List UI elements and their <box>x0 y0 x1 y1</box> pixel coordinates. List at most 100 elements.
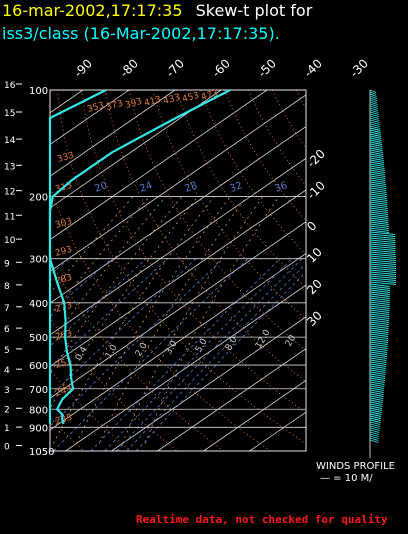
wind-barb <box>369 307 390 311</box>
height-tick-label: 3 <box>4 386 10 396</box>
dry-adiabat <box>271 90 306 150</box>
wind-barb <box>369 387 384 391</box>
wind-barb <box>369 279 397 283</box>
wind-barb <box>369 339 388 343</box>
wind-barb <box>369 197 388 201</box>
wind-barb <box>369 163 385 167</box>
wind-profile-layer <box>369 89 397 458</box>
isotherm-line <box>157 348 306 451</box>
wind-barb <box>369 175 386 179</box>
wind-barb <box>369 217 389 221</box>
dry-adiabat <box>152 90 306 320</box>
isotherm-line <box>50 90 222 209</box>
temperature-tick-label: -90 <box>71 56 95 80</box>
wind-barb <box>369 137 382 141</box>
right-temperature-tick-label: 20 <box>304 277 325 298</box>
height-tick-label: 2 <box>4 405 10 415</box>
temperature-tick-label: -30 <box>347 56 371 80</box>
wind-barb <box>369 299 390 303</box>
wind-barb <box>369 289 390 293</box>
wind-barb <box>369 171 386 175</box>
wind-barb <box>369 91 377 95</box>
wind-barb <box>369 157 384 161</box>
wind-barb <box>369 437 379 441</box>
wind-barb <box>369 145 383 149</box>
wind-barb <box>369 107 379 111</box>
wind-barb <box>369 335 389 339</box>
profiles-layer <box>48 89 231 425</box>
wind-barb <box>369 277 397 281</box>
wind-barb <box>369 329 389 333</box>
wind-barb <box>369 395 384 399</box>
wind-barb <box>369 311 390 315</box>
dry-adiabat-label: 303 <box>54 217 73 231</box>
wind-barb <box>369 323 389 327</box>
pressure-tick-label: 900 <box>29 423 48 434</box>
wind-barb <box>369 397 383 401</box>
wind-barb <box>369 315 390 319</box>
wind-barb <box>369 431 380 435</box>
mixing-ratio-line <box>90 258 281 451</box>
wind-barb <box>369 93 377 97</box>
wind-barb <box>369 351 388 355</box>
height-tick-label: 14 <box>4 136 16 146</box>
mixing-ratio-label: 20 <box>93 180 109 195</box>
wind-barb <box>369 201 388 205</box>
wind-barb <box>369 355 387 359</box>
height-tick-label: 5 <box>4 346 10 356</box>
wind-barb <box>369 421 381 425</box>
station-line: iss3/class (16-Mar-2002,17:17:35). <box>2 24 280 43</box>
winds-scale-label: — = 10 M/ <box>320 473 373 484</box>
wind-barb <box>369 261 396 265</box>
wind-barb <box>369 233 396 237</box>
isotherm-line <box>50 157 306 336</box>
wind-barb <box>369 433 380 437</box>
wind-barb <box>369 379 385 383</box>
wind-barb <box>369 191 387 195</box>
wind-barb <box>369 155 384 159</box>
wind-barb <box>369 303 390 307</box>
wind-barb <box>369 131 382 135</box>
dry-adiabat <box>57 90 306 445</box>
wind-barb <box>369 253 396 257</box>
mixing-ratio-line <box>116 258 303 451</box>
right-temperature-tick-label: 0 <box>304 219 319 234</box>
wind-barb <box>369 297 390 301</box>
wind-barb <box>369 349 388 353</box>
moist-adiabat <box>50 196 134 294</box>
wind-barb <box>369 361 387 365</box>
wind-barb <box>369 319 390 323</box>
title-suffix: Skew-t plot for <box>195 1 313 20</box>
lower-mixing-ratio-label: 0.4 <box>74 345 90 363</box>
dry-adiabat-label: 293 <box>54 245 73 259</box>
wind-barb <box>369 419 381 423</box>
dry-adiabat-label: 413 <box>143 95 162 109</box>
wind-barb <box>369 161 385 165</box>
wind-barb <box>369 257 396 261</box>
wind-barb <box>369 317 390 321</box>
wind-barb <box>369 219 389 223</box>
wind-barb <box>369 377 385 381</box>
pressure-tick-label: 100 <box>29 86 48 97</box>
wind-barb <box>369 105 379 109</box>
height-tick-label: 16 <box>4 81 16 91</box>
wind-barb <box>369 243 396 247</box>
wind-barb <box>369 415 382 419</box>
pressure-tick-label: 200 <box>29 192 48 203</box>
moist-adiabat <box>53 196 215 444</box>
moist-adiabat <box>50 196 199 410</box>
wind-barb <box>369 285 390 289</box>
dry-adiabat-label: 233 <box>54 413 73 427</box>
isotherm-line <box>50 90 268 241</box>
wind-barb <box>369 181 386 185</box>
mixing-ratio-line <box>50 258 224 427</box>
wind-barb <box>369 177 386 181</box>
wind-barb <box>369 327 389 331</box>
isotherm-line <box>203 379 306 451</box>
moist-adiabat <box>50 196 150 318</box>
wind-barb <box>369 235 396 239</box>
wind-barb <box>369 407 382 411</box>
wind-barb <box>369 399 383 403</box>
wind-barb <box>369 127 381 131</box>
